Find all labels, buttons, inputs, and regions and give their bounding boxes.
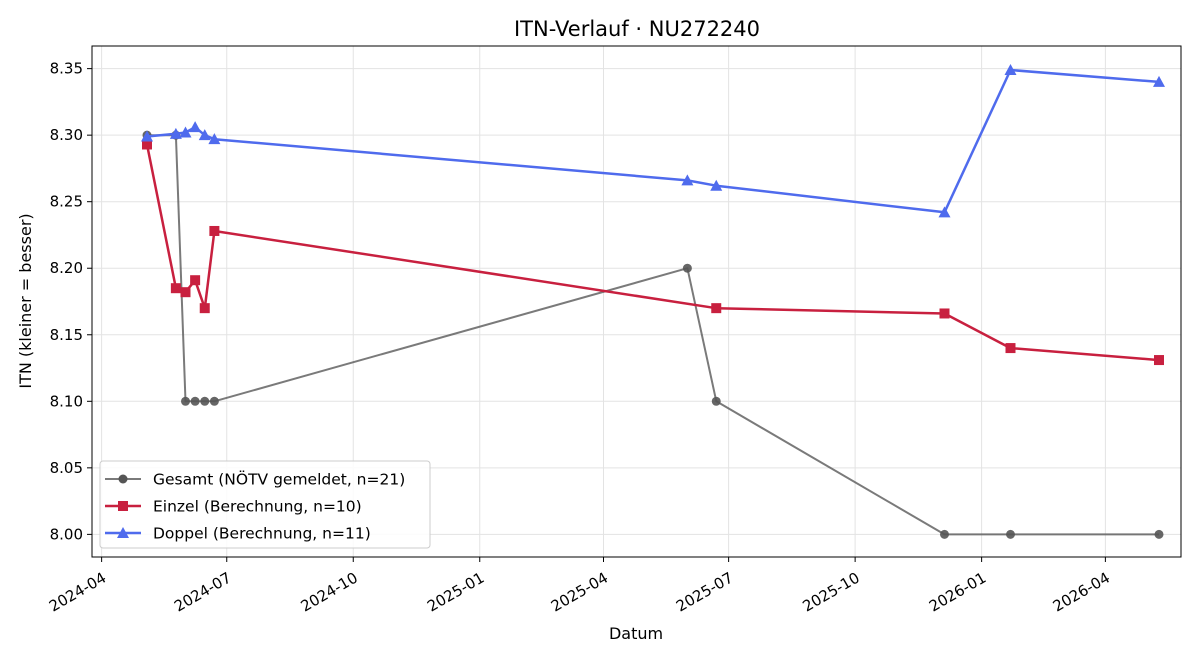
data-point — [169, 127, 182, 139]
data-point — [1006, 529, 1015, 539]
x-tick-label: 2026-04 — [1050, 569, 1113, 616]
data-point — [209, 396, 219, 406]
data-point — [208, 133, 221, 145]
data-point — [1004, 63, 1017, 75]
legend-marker — [118, 501, 128, 511]
legend-box — [99, 460, 431, 549]
legend-item: Einzel (Berechnung, n=10) — [105, 498, 362, 516]
data-point — [198, 129, 211, 141]
chart-title: ITN-Verlauf · NU272240 — [514, 17, 760, 41]
series-layer — [141, 63, 1165, 539]
y-tick-label: 8.25 — [50, 193, 83, 211]
data-point — [190, 396, 200, 406]
y-tick-label: 8.30 — [50, 126, 83, 144]
data-point — [681, 174, 694, 186]
series-2 — [142, 139, 1164, 366]
y-tick-label: 8.00 — [50, 525, 83, 543]
x-axis: 2024-04 2024-07 2024-10 2025-01 2025-04 2025-… — [46, 557, 1113, 616]
x-tick-label: 2026-01 — [926, 569, 989, 616]
data-point — [209, 225, 220, 236]
data-point — [711, 396, 721, 406]
y-tick-label: 8.10 — [50, 392, 83, 410]
legend-item: Gesamt (NÖTV gemeldet, n=21) — [105, 470, 405, 489]
data-point — [1005, 343, 1016, 354]
y-tick-label: 8.35 — [50, 60, 83, 78]
x-tick-label: 2025-10 — [799, 569, 862, 616]
data-point — [710, 179, 723, 191]
legend-marker — [118, 474, 128, 484]
y-tick-label: 8.20 — [50, 259, 83, 277]
legend-marker — [117, 527, 129, 538]
data-point — [181, 396, 190, 406]
data-point — [170, 283, 181, 294]
data-point — [1153, 75, 1165, 87]
data-point — [199, 303, 210, 314]
legend-label: Doppel (Berechnung, n=11) — [153, 525, 371, 543]
y-tick-label: 8.15 — [50, 326, 83, 344]
x-tick-label: 2024-07 — [171, 569, 234, 616]
x-tick-label: 2025-07 — [673, 569, 736, 616]
legend-label: Gesamt (NÖTV gemeldet, n=21) — [153, 470, 405, 489]
data-point — [190, 275, 201, 286]
y-tick-label: 8.05 — [50, 459, 83, 477]
x-tick-label: 2025-04 — [548, 569, 611, 616]
data-point — [682, 263, 692, 273]
plot-frame — [91, 45, 1182, 558]
data-point — [1154, 529, 1164, 539]
x-tick-label: 2025-01 — [424, 569, 487, 616]
y-axis: 8.00 8.05 8.10 8.15 8.20 8.25 8.30 8.35 — [50, 60, 92, 543]
y-axis-label: ITN (kleiner = besser) — [16, 213, 35, 388]
data-point — [141, 130, 153, 142]
data-point — [1154, 355, 1164, 366]
series-1 — [142, 130, 1164, 539]
data-point — [938, 206, 951, 218]
data-point — [711, 303, 722, 314]
x-tick-label: 2024-04 — [46, 569, 109, 616]
data-point — [200, 396, 210, 406]
data-point — [939, 308, 950, 319]
legend-label: Einzel (Berechnung, n=10) — [153, 498, 362, 516]
data-point — [180, 287, 191, 298]
series-line — [146, 68, 1160, 214]
x-tick-label: 2024-10 — [298, 569, 361, 616]
legend-item: Doppel (Berechnung, n=11) — [105, 525, 371, 543]
data-point — [189, 121, 202, 133]
series-3 — [141, 63, 1165, 218]
legend: Gesamt (NÖTV gemeldet, n=21) Einzel (Bere… — [99, 460, 431, 549]
x-axis-label: Datum — [609, 624, 663, 643]
data-point — [940, 529, 949, 539]
data-point — [179, 126, 192, 138]
data-point — [142, 139, 152, 150]
